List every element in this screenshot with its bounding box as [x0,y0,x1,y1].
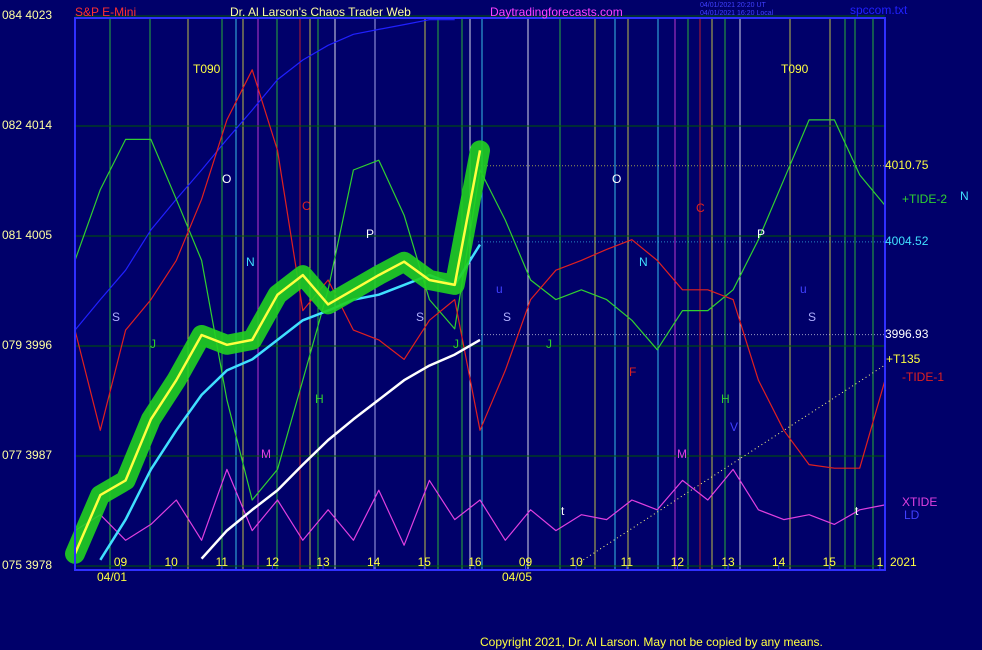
grid [75,15,885,570]
x-tick-label: 13 [721,555,735,569]
annotation: S [808,310,816,324]
series-label: +TIDE-2 [902,192,947,206]
x-tick-label: 12 [671,555,685,569]
annotation: O [612,172,621,186]
level-label: 4010.75 [885,158,929,172]
site: Daytradingforecasts.com [490,5,623,19]
annotation: J [546,337,552,351]
plot-border [74,17,886,571]
date-label: 04/01 [97,570,127,584]
right-label: 2021 [890,555,917,569]
annotation: T090 [193,62,221,76]
y-tick-label: 079 3996 [2,338,52,352]
annotation: S [503,310,511,324]
right-label: LD [904,508,920,522]
y-tick-label: 077 3987 [2,448,52,462]
series [65,19,886,564]
x-tick-label: 15 [418,555,432,569]
annotation: C [696,201,705,215]
right-label: N [960,189,969,203]
series-line [200,338,481,560]
series-line [73,150,482,555]
annotation: C [302,199,311,213]
series-line [74,69,886,469]
x-tick-label: 1 [877,555,884,569]
timestamp: 04/01/2021 16:20 Local [700,10,774,17]
timestamp: 04/01/2021 20:20 UT [700,2,766,9]
annotation: M [261,447,271,461]
annotation: t [855,504,859,518]
x-tick-label: 14 [772,555,786,569]
planetary-lines [109,18,874,570]
series-line [74,468,886,546]
y-tick-label: 081 4005 [2,228,52,242]
level-label: 4004.52 [885,234,929,248]
annotation: V [730,420,738,434]
annotation: J [150,337,156,351]
series-label: XTIDE [902,495,937,509]
level-label: 3996.93 [885,327,929,341]
annotation: S [112,310,120,324]
series-label: -TIDE-1 [902,370,944,384]
annotation: P [757,227,765,241]
annotation: S [416,310,424,324]
annotation: J [453,337,459,351]
x-tick-label: 09 [114,555,128,569]
annotations: T090 T090 O O N N C C P P S S S S J J J … [112,62,859,518]
annotation: T090 [781,62,809,76]
x-tick-label: 10 [165,555,179,569]
copyright: Copyright 2021, Dr. Al Larson. May not b… [480,635,823,649]
x-tick-label: 15 [823,555,837,569]
x-tick-label: 11 [621,555,634,569]
annotation: O [222,172,231,186]
x-tick-label: 09 [519,555,533,569]
annotation: M [677,447,687,461]
x-tick-label: 12 [266,555,280,569]
annotation: N [639,255,648,269]
chart-title: Dr. Al Larson's Chaos Trader Web [230,5,411,19]
annotation: u [496,282,503,296]
y-tick-label: 082 4014 [2,118,52,132]
y-tick-label: 084 4023 [2,8,52,22]
x-tick-label: 13 [316,555,330,569]
x-tick-label: 10 [570,555,584,569]
instrument: S&P E-Mini [75,5,136,19]
annotation: H [315,392,324,406]
date-label: 04/05 [502,570,532,584]
x-tick-label: 16 [468,555,482,569]
annotation: P [366,227,374,241]
annotation: N [246,255,255,269]
x-tick-label: 11 [216,555,229,569]
y-tick-label: 075 3978 [2,558,52,572]
trend-line [579,364,886,563]
file-name: spccom.txt [850,3,908,17]
series-line [74,19,455,331]
x-tick-label: 14 [367,555,381,569]
annotation: u [800,282,807,296]
annotation: H [721,392,730,406]
annotation: F [629,365,636,379]
annotation: t [561,504,565,518]
right-label: +T135 [886,352,921,366]
